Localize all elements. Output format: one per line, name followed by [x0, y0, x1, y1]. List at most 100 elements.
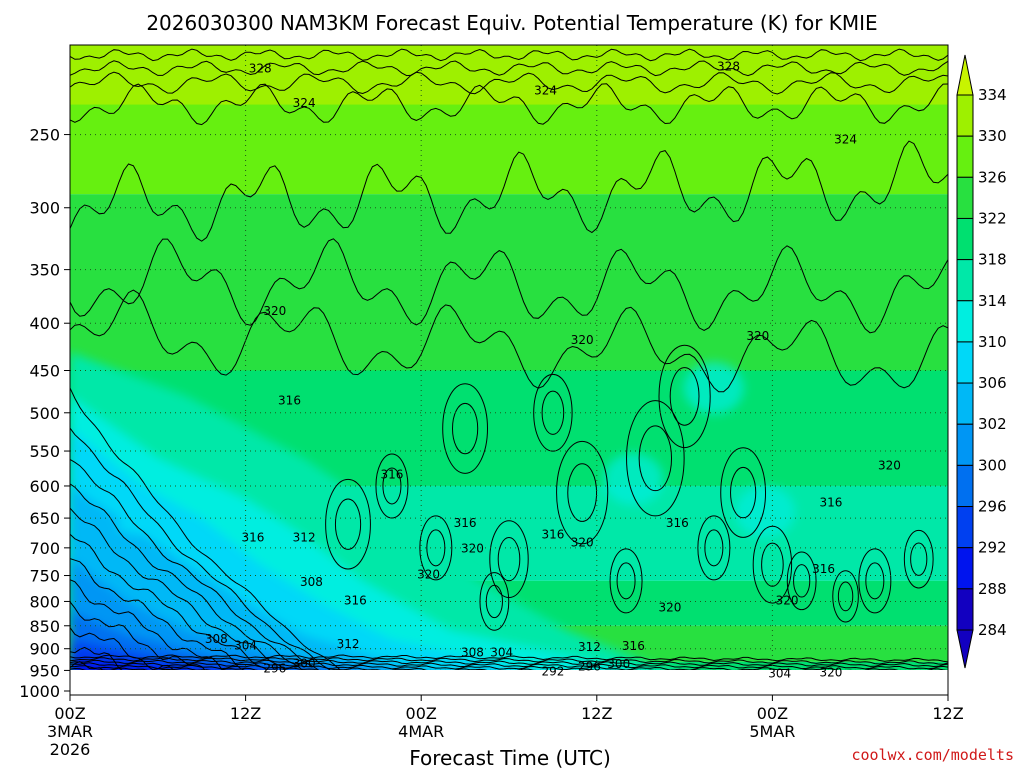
contour-label: 324 [293, 96, 316, 110]
contour-line [70, 60, 948, 77]
colorbar-segment [956, 176, 974, 219]
colorbar-segment [956, 588, 974, 631]
y-tick-label: 300 [29, 199, 60, 218]
colorbar-top-arrow [956, 54, 974, 96]
x-tick-label: 00Z [406, 704, 437, 723]
contour-label: 320 [461, 541, 484, 555]
contour-cell [334, 498, 362, 550]
colorbar-bottom-arrow [956, 629, 974, 669]
contour-line [70, 387, 342, 670]
contour-label: 328 [249, 61, 272, 75]
contour-cell [837, 581, 854, 612]
contour-label: 316 [278, 394, 301, 408]
contour-line [70, 83, 948, 126]
contour-line [70, 673, 948, 679]
contour-label: 320 [571, 333, 594, 347]
contour-cell [865, 562, 885, 600]
colorbar-label: 306 [978, 374, 1007, 392]
x-tick-label: 00Z [757, 704, 788, 723]
contour-label: 312 [293, 530, 316, 544]
contour-label: 292 [541, 664, 564, 678]
contour-line [70, 140, 948, 242]
contour-label: 308 [300, 575, 323, 589]
colorbar-segment [956, 547, 974, 590]
contour-cell [556, 440, 609, 545]
contour-label: 296 [578, 660, 601, 674]
contour-cell [786, 551, 817, 611]
colorbar-segment [956, 464, 974, 508]
contour-line [70, 483, 303, 670]
contour-cell [697, 515, 731, 581]
x-tick-label: 12Z [932, 704, 963, 723]
contour-line [70, 654, 948, 663]
contour-cell [910, 542, 928, 576]
fill-region [116, 515, 185, 536]
contour-label: 316 [380, 467, 403, 481]
y-tick-label: 600 [29, 477, 60, 496]
contour-cell [832, 570, 859, 623]
contour-label: 320 [819, 666, 842, 680]
contour-label: 316 [241, 530, 264, 544]
contour-cell [658, 344, 711, 449]
colorbar-label: 322 [978, 209, 1007, 227]
contour-cell [793, 564, 811, 598]
contour-line [70, 71, 948, 95]
contour-label: 316 [622, 639, 645, 653]
contour-label: 308 [461, 645, 484, 659]
colorbar-label: 296 [978, 498, 1007, 516]
gridlines [70, 45, 948, 670]
colorbar-segment [956, 94, 974, 137]
y-tick-label: 250 [29, 126, 60, 145]
contour-line [70, 48, 948, 62]
y-axis: 250 300 350 400 450 500 550 600 650 700 750 800 850 9… [19, 126, 70, 701]
y-tick-label: 750 [29, 567, 60, 586]
x-tick-date: 5MAR [749, 722, 795, 741]
y-tick-label: 650 [29, 509, 60, 528]
x-tick-date: 3MAR [47, 722, 93, 741]
plot-area [70, 45, 948, 679]
contour-line [70, 533, 268, 670]
credit-link[interactable]: coolwx.com/modelts [851, 746, 1014, 764]
contour-line [70, 238, 948, 334]
contour-cell [730, 466, 757, 519]
contour-cell [485, 584, 503, 619]
contour-label: 296 [263, 661, 286, 675]
contour-label: 312 [578, 640, 601, 654]
x-tick-label: 12Z [581, 704, 612, 723]
contour-label: 316 [812, 562, 835, 576]
colorbar-segment [956, 341, 974, 384]
y-tick-label: 1000 [19, 682, 60, 701]
colorbar-label: 284 [978, 621, 1007, 639]
contour-label: 320 [417, 567, 440, 581]
contour-label: 328 [717, 59, 740, 73]
chart-title: 2026030300 NAM3KM Forecast Equiv. Potent… [146, 11, 877, 35]
contour-cell [669, 367, 700, 426]
contour-cell [903, 529, 934, 589]
contour-label: 304 [490, 645, 513, 659]
contour-label: 304 [234, 639, 257, 653]
contour-cell [567, 463, 598, 522]
contour-cell [533, 373, 573, 452]
contour-cell [720, 447, 767, 538]
contour-cell [626, 400, 685, 517]
contour-line [70, 507, 286, 670]
fill-band [70, 194, 948, 371]
fill-region [70, 657, 212, 670]
fill-region [735, 485, 796, 538]
contour-cell [419, 515, 453, 581]
contour-cell [638, 425, 673, 492]
contour-line [70, 558, 246, 670]
fill-region [70, 639, 300, 670]
contour-label: 312 [337, 637, 360, 651]
y-tick-label: 950 [29, 661, 60, 680]
x-tick-date: 4MAR [398, 722, 444, 741]
contour-line [70, 458, 320, 670]
colorbar-segment [956, 423, 974, 466]
contour-label: 320 [263, 304, 286, 318]
contour-line [70, 657, 948, 665]
contour-line [70, 662, 948, 670]
colorbar-label: 288 [978, 580, 1007, 598]
colorbar-label: 310 [978, 333, 1007, 351]
